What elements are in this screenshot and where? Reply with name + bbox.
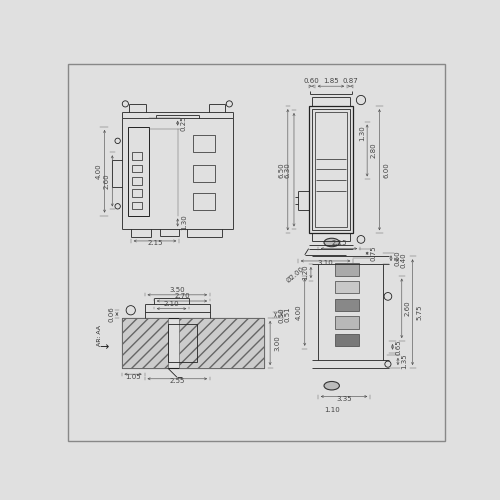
Text: 1.05: 1.05 <box>125 374 141 380</box>
Ellipse shape <box>324 238 340 246</box>
Bar <box>335 298 359 311</box>
Text: 4.00: 4.00 <box>296 304 302 320</box>
Bar <box>128 127 149 216</box>
Text: 5.75: 5.75 <box>416 304 422 320</box>
Text: 6.30: 6.30 <box>285 162 291 178</box>
Bar <box>308 106 354 233</box>
Text: 1.30: 1.30 <box>181 214 187 230</box>
Bar <box>168 324 197 362</box>
Text: 1.35: 1.35 <box>401 354 407 370</box>
Bar <box>335 316 359 328</box>
Bar <box>132 164 141 172</box>
Bar <box>312 110 350 230</box>
Bar <box>193 164 214 182</box>
Text: AR: AA: AR: AA <box>98 325 102 346</box>
Text: 1.85: 1.85 <box>323 78 339 84</box>
Text: 2.80: 2.80 <box>370 142 376 158</box>
Text: 6.00: 6.00 <box>384 162 390 178</box>
Bar <box>179 318 264 368</box>
Bar <box>122 318 168 368</box>
Text: 2.60: 2.60 <box>103 173 109 188</box>
Text: 1.20: 1.20 <box>302 264 308 280</box>
Text: →: → <box>100 342 109 352</box>
Text: 3.50: 3.50 <box>170 286 185 292</box>
Text: 4.00: 4.00 <box>96 164 102 179</box>
Text: 2.60: 2.60 <box>405 300 411 316</box>
Text: 2.10: 2.10 <box>164 301 180 307</box>
Text: 2.15: 2.15 <box>147 240 162 246</box>
Text: 3.10: 3.10 <box>318 260 334 266</box>
Text: 0.60: 0.60 <box>304 78 320 84</box>
Bar <box>132 152 141 160</box>
Text: 3.00: 3.00 <box>274 335 280 351</box>
Bar <box>315 112 347 227</box>
Text: 0.25: 0.25 <box>181 116 187 131</box>
Text: 0.75: 0.75 <box>370 246 376 261</box>
Text: 1.30: 1.30 <box>360 126 366 141</box>
Bar <box>122 318 264 368</box>
Text: 0.87: 0.87 <box>342 78 358 84</box>
Text: 3.35: 3.35 <box>336 396 352 402</box>
Bar <box>132 202 141 209</box>
Bar <box>193 193 214 210</box>
Bar <box>132 177 141 184</box>
Ellipse shape <box>324 382 340 390</box>
Text: Ø2.00: Ø2.00 <box>286 266 306 283</box>
Bar <box>335 264 359 276</box>
Bar <box>193 136 214 152</box>
Text: 1.10: 1.10 <box>324 408 340 414</box>
Bar <box>335 281 359 293</box>
Text: 2.15: 2.15 <box>332 240 347 246</box>
Bar <box>132 190 141 197</box>
Text: 6.50: 6.50 <box>278 162 284 178</box>
Text: 0.50: 0.50 <box>394 250 400 266</box>
Text: 0.51: 0.51 <box>284 306 290 322</box>
Text: 2.70: 2.70 <box>174 294 190 300</box>
Text: 2.55: 2.55 <box>170 378 185 384</box>
Bar <box>335 334 359 346</box>
Text: 0.50: 0.50 <box>278 307 284 322</box>
Text: 0.65: 0.65 <box>396 339 402 354</box>
Text: 0.06: 0.06 <box>108 306 114 322</box>
Text: 0.40: 0.40 <box>400 252 406 268</box>
